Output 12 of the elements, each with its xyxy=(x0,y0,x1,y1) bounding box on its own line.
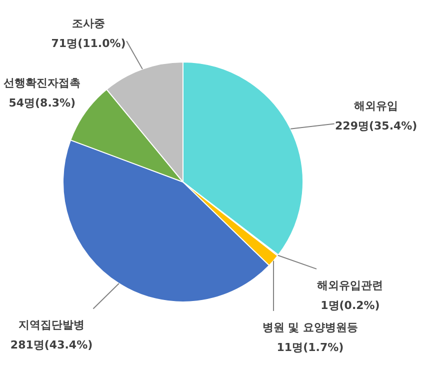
data-label: 1명(0.2%) xyxy=(320,298,380,312)
data-label: 71명(11.0%) xyxy=(51,37,126,50)
data-label: 229명(35.4%) xyxy=(335,120,418,133)
slice-label: 선행확진자접촉 xyxy=(4,76,81,90)
data-label: 281명(43.4%) xyxy=(10,338,93,352)
data-label: 54명(8.3%) xyxy=(8,96,76,110)
slice-label: 지역집단발병 xyxy=(18,318,85,332)
slice-label: 해외유입 xyxy=(354,100,398,113)
slice-label: 병원 및 요양병원등 xyxy=(262,320,358,334)
data-label: 11명(1.7%) xyxy=(276,340,344,354)
slice-label: 해외유입관련 xyxy=(317,278,384,292)
slice-label: 조사중 xyxy=(72,17,106,30)
